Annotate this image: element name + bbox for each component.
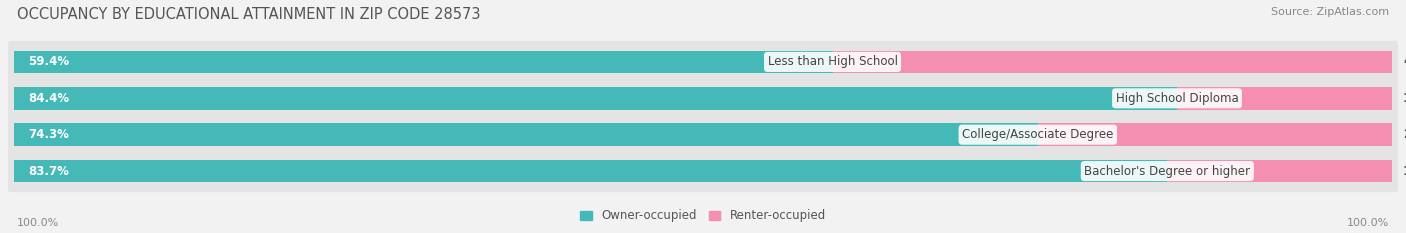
Text: 100.0%: 100.0% bbox=[17, 218, 59, 228]
Text: 83.7%: 83.7% bbox=[28, 164, 69, 178]
Text: 40.6%: 40.6% bbox=[1403, 55, 1406, 69]
Text: Less than High School: Less than High School bbox=[768, 55, 897, 69]
Bar bbox=[1177, 87, 1392, 110]
Text: 59.4%: 59.4% bbox=[28, 55, 69, 69]
Text: 100.0%: 100.0% bbox=[1347, 218, 1389, 228]
FancyBboxPatch shape bbox=[8, 77, 1398, 119]
Text: OCCUPANCY BY EDUCATIONAL ATTAINMENT IN ZIP CODE 28573: OCCUPANCY BY EDUCATIONAL ATTAINMENT IN Z… bbox=[17, 7, 481, 22]
Text: 16.3%: 16.3% bbox=[1403, 164, 1406, 178]
Bar bbox=[14, 87, 1177, 110]
Bar bbox=[14, 160, 1167, 182]
Text: 25.7%: 25.7% bbox=[1403, 128, 1406, 141]
Bar bbox=[14, 123, 1038, 146]
Bar bbox=[14, 51, 832, 73]
FancyBboxPatch shape bbox=[8, 41, 1398, 83]
Text: 74.3%: 74.3% bbox=[28, 128, 69, 141]
Bar bbox=[1167, 160, 1392, 182]
Text: Bachelor's Degree or higher: Bachelor's Degree or higher bbox=[1084, 164, 1250, 178]
Legend: Owner-occupied, Renter-occupied: Owner-occupied, Renter-occupied bbox=[575, 205, 831, 227]
Text: 84.4%: 84.4% bbox=[28, 92, 69, 105]
Text: Source: ZipAtlas.com: Source: ZipAtlas.com bbox=[1271, 7, 1389, 17]
FancyBboxPatch shape bbox=[8, 114, 1398, 156]
Bar bbox=[832, 51, 1392, 73]
Bar bbox=[1038, 123, 1392, 146]
Text: College/Associate Degree: College/Associate Degree bbox=[962, 128, 1114, 141]
Text: 15.6%: 15.6% bbox=[1403, 92, 1406, 105]
Text: High School Diploma: High School Diploma bbox=[1115, 92, 1239, 105]
FancyBboxPatch shape bbox=[8, 150, 1398, 192]
